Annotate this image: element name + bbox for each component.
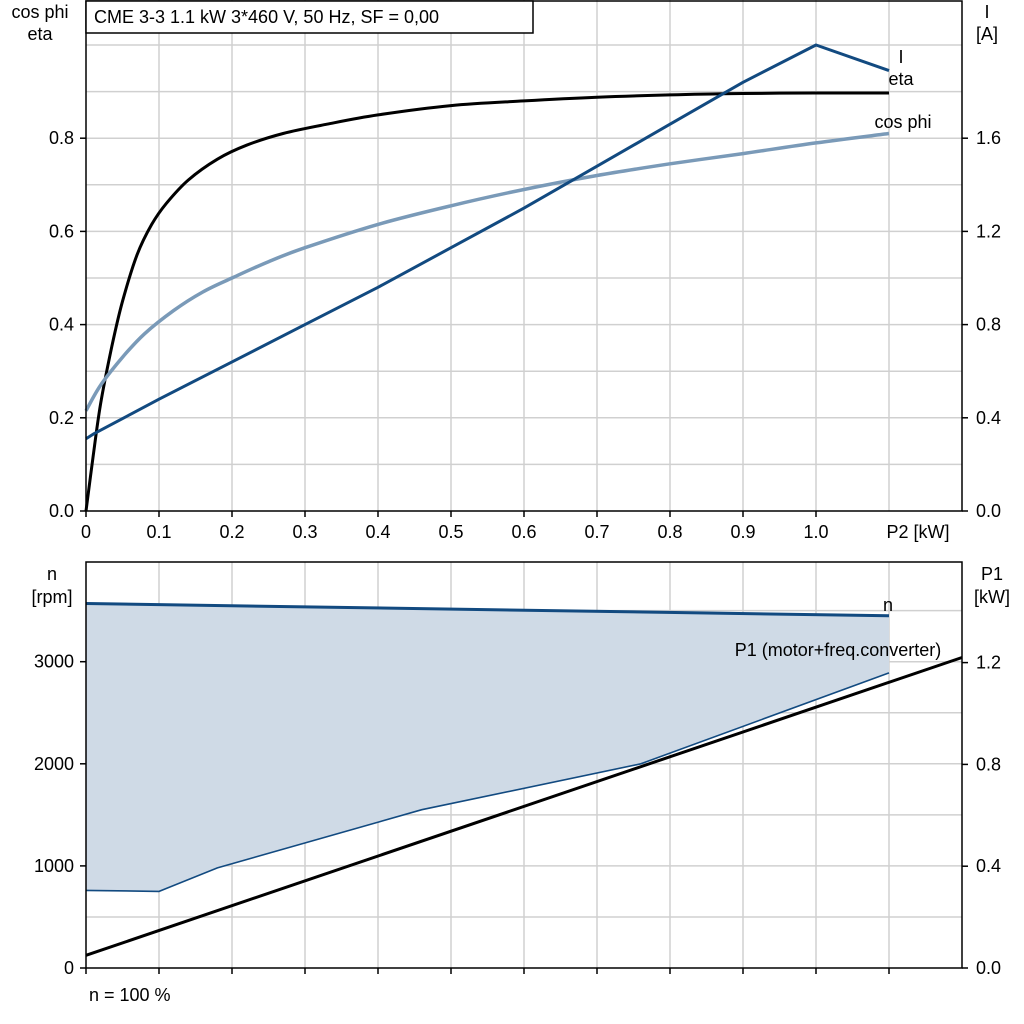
y-left-tick-label: 0.2 <box>49 408 74 428</box>
x-tick-label: 0.3 <box>292 522 317 542</box>
y-right-axis-label: [kW] <box>974 587 1010 607</box>
x-tick-label: 0.5 <box>438 522 463 542</box>
title-box <box>85 0 534 34</box>
y-right-axis-label: P1 <box>981 564 1003 584</box>
x-tick-label: 0.1 <box>146 522 171 542</box>
x-tick-label: 0.4 <box>365 522 390 542</box>
y-right-tick-label: 0.8 <box>976 754 1001 774</box>
y-left-tick-label: 2000 <box>34 754 74 774</box>
y-left-tick-label: 0 <box>64 958 74 978</box>
x-tick-label: 0.8 <box>657 522 682 542</box>
y-right-tick-label: 1.2 <box>976 653 1001 673</box>
x-tick-label: 0.7 <box>584 522 609 542</box>
operating-area-fill <box>86 603 889 892</box>
y-left-tick-label: 3000 <box>34 652 74 672</box>
x-tick-label: 1.0 <box>803 522 828 542</box>
footnote: n = 100 % <box>89 985 171 1005</box>
y-left-tick-label: 0.8 <box>49 128 74 148</box>
chart-title: CME 3-3 1.1 kW 3*460 V, 50 Hz, SF = 0,00 <box>94 7 439 27</box>
y-right-tick-label: 1.2 <box>976 221 1001 241</box>
speed-max-line <box>85 602 890 618</box>
y-right-axis-label: [A] <box>976 24 998 44</box>
y-left-tick-label: 1000 <box>34 856 74 876</box>
eta-series-label: eta <box>888 69 914 89</box>
current-series-label: I <box>898 47 903 67</box>
cos-phi-series-label: cos phi <box>874 112 931 132</box>
y-left-axis-label: eta <box>27 24 53 44</box>
p1-line <box>85 656 963 957</box>
x-tick-label: 0.6 <box>511 522 536 542</box>
x-axis-label: P2 [kW] <box>886 522 949 542</box>
speed-series-label: n <box>883 595 893 615</box>
y-right-tick-label: 0.0 <box>976 958 1001 978</box>
y-right-tick-label: 0.8 <box>976 315 1001 335</box>
y-right-tick-label: 0.4 <box>976 408 1001 428</box>
x-tick-label: 0.9 <box>730 522 755 542</box>
y-right-tick-label: 0.4 <box>976 856 1001 876</box>
y-left-axis-label: cos phi <box>11 2 68 22</box>
current-curve <box>85 43 890 441</box>
eta-curve <box>84 91 890 512</box>
y-left-axis-label: n <box>47 564 57 584</box>
y-left-tick-label: 0.6 <box>49 221 74 241</box>
y-left-axis-label: [rpm] <box>31 587 72 607</box>
speed-min-line <box>85 672 890 893</box>
y-right-tick-label: 0.0 <box>976 501 1001 521</box>
y-right-tick-label: 1.6 <box>976 128 1001 148</box>
x-tick-label: 0.2 <box>219 522 244 542</box>
cos-phi-curve <box>84 131 890 412</box>
y-left-tick-label: 0.0 <box>49 501 74 521</box>
x-tick-label: 0 <box>81 522 91 542</box>
p1-series-label: P1 (motor+freq.converter) <box>735 640 942 660</box>
y-right-axis-label: I <box>984 2 989 22</box>
y-left-tick-label: 0.4 <box>49 315 74 335</box>
